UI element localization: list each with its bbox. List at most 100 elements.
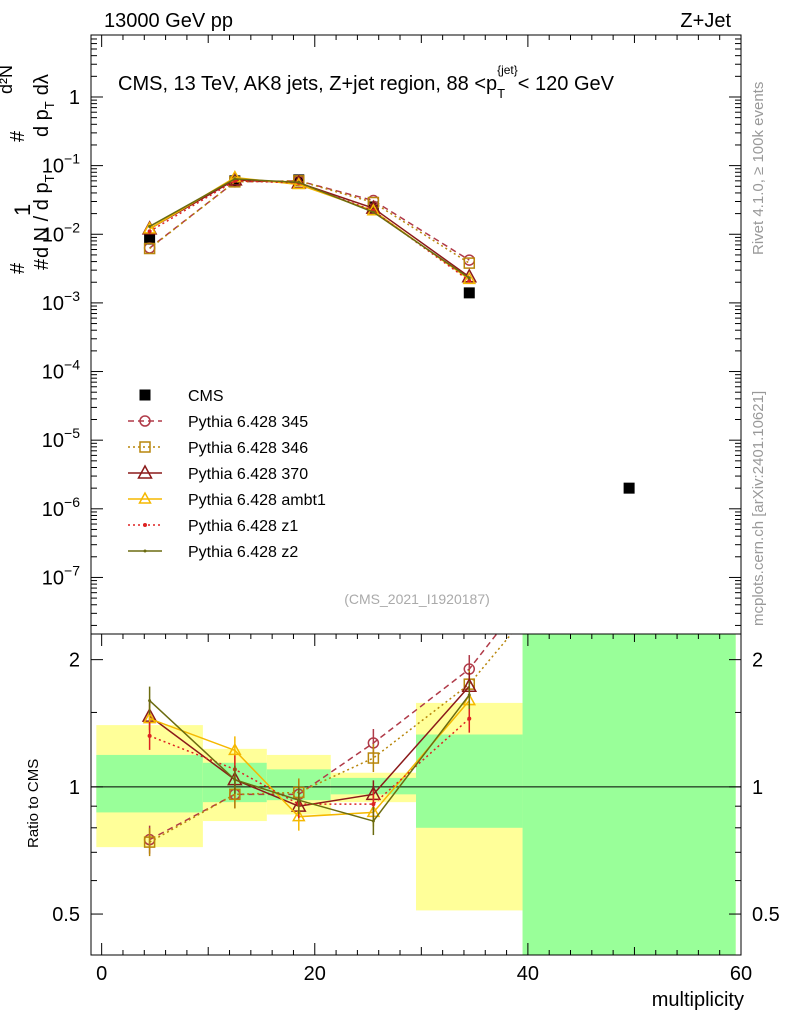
svg-text:1: 1: [10, 204, 35, 216]
ratio-panel: [91, 634, 741, 955]
main-y-axis-label: # 1 # d N / d pT # d²N d pTdλ: [0, 65, 57, 274]
main-y-tick-label: 10−2: [42, 219, 80, 246]
svg-text:#: #: [7, 130, 29, 142]
main-point-p346: [143, 242, 156, 255]
ratio-band-green: [96, 754, 203, 813]
main-point-ambt1: [462, 271, 477, 285]
x-tick-label: 0: [96, 963, 107, 985]
main-y-tick-label: 10−1: [42, 151, 80, 178]
legend-entry-z2: Pythia 6.428 z2: [128, 544, 298, 561]
main-series-layer: [141, 170, 635, 494]
legend-entry-ambt1: Pythia 6.428 ambt1: [128, 491, 326, 509]
legend-label: Pythia 6.428 z2: [188, 544, 298, 561]
main-y-tick-label: 10−7: [42, 562, 80, 589]
ratio-point-z1: [147, 733, 152, 738]
main-point-z2: [233, 177, 237, 181]
watermark: (CMS_2021_I1920187): [344, 591, 490, 607]
legend-marker-p370: [137, 464, 153, 479]
legend-label: Pythia 6.428 345: [188, 414, 308, 431]
ratio-series-z2: [148, 680, 471, 836]
main-point-data: [463, 287, 475, 299]
ratio-y-tick-label: 1: [69, 777, 80, 799]
main-point-z2: [467, 276, 471, 280]
ratio-point-z2: [467, 693, 471, 697]
chart-title: CMS, 13 TeV, AK8 jets, Z+jet region, 88 …: [118, 63, 615, 101]
main-y-tick-label: 10−6: [42, 494, 80, 521]
main-axes: 10−7 10−6 10−5 10−4 10−3 10−2 10−1 1: [42, 34, 742, 635]
legend-entry-p346: Pythia 6.428 346: [128, 440, 308, 457]
main-line-z1: [149, 180, 470, 282]
svg-text:#: #: [7, 262, 29, 274]
ratio-point-p346: [143, 836, 156, 848]
svg-text:#: #: [31, 258, 53, 270]
ratio-y-tick-label-right: 2: [752, 650, 763, 672]
main-y-tick-label: 10−4: [42, 357, 80, 384]
legend-entry-z1: Pythia 6.428 z1: [128, 518, 298, 535]
ratio-point-z2: [148, 699, 152, 703]
x-tick-label: 20: [304, 963, 326, 985]
main-point-z1: [147, 229, 152, 234]
ratio-series-layer: [141, 634, 513, 857]
ratio-point-z2: [371, 819, 375, 823]
main-point-data: [623, 482, 635, 494]
main-panel: [91, 35, 741, 634]
ratio-frame: [90, 633, 742, 956]
ratio-point-z1: [371, 802, 376, 807]
ratio-point-p346: [367, 752, 380, 764]
ratio-y-axis-label: Ratio to CMS: [25, 759, 42, 848]
ratio-band-green: [416, 734, 523, 828]
legend-marker-ambt1: [138, 491, 152, 504]
legend-marker-p346: [139, 441, 151, 453]
ratio-point-z2: [233, 778, 237, 782]
ratio-y-tick-label: 0.5: [52, 904, 80, 926]
main-point-z2: [297, 180, 301, 184]
legend-label: Pythia 6.428 346: [188, 440, 308, 457]
x-axis-label: multiplicity: [652, 989, 744, 1011]
main-point-z1: [467, 278, 472, 283]
legend: CMS Pythia 6.428 345 Pythia 6.428 346 Pythi…: [128, 388, 326, 561]
legend-marker-z2: [143, 549, 147, 553]
main-y-tick-label: 10−5: [42, 425, 80, 452]
main-point-z2: [148, 224, 152, 228]
main-point-z2: [371, 210, 375, 214]
ratio-band-green: [522, 634, 736, 955]
x-tick-label: 60: [730, 963, 752, 985]
main-y-tick-label: 10−3: [42, 288, 80, 315]
main-y-tick-label: 1: [69, 87, 80, 109]
ratio-point-ambt1: [292, 809, 306, 822]
svg-text:d²N: d²N: [0, 65, 16, 94]
svg-text:d N / d pT: d N / d pT: [31, 174, 57, 258]
legend-label: Pythia 6.428 z1: [188, 518, 298, 535]
mcplots-label: mcplots.cern.ch [arXiv:2401.10621]: [750, 391, 767, 626]
main-series-z2: [148, 177, 471, 280]
ratio-y-tick-label-right: 1: [752, 777, 763, 799]
rivet-label: Rivet 4.1.0, ≥ 100k events: [750, 82, 767, 255]
legend-label: CMS: [188, 388, 224, 405]
main-point-data: [144, 233, 156, 245]
header-left: 13000 GeV pp: [104, 10, 233, 32]
ratio-point-z1: [467, 716, 472, 721]
header-right: Z+Jet: [680, 10, 731, 32]
main-plot-area: [91, 35, 741, 634]
ratio-line-p346: [149, 634, 513, 843]
svg-text:d pTdλ: d pTdλ: [31, 74, 57, 137]
ratio-line-z1: [149, 718, 470, 805]
legend-entry-p370: Pythia 6.428 370: [128, 464, 308, 483]
main-line-p345: [149, 180, 470, 261]
ratio-point-z2: [297, 798, 301, 802]
legend-marker-z1: [143, 523, 147, 527]
legend-label: Pythia 6.428 ambt1: [188, 492, 326, 509]
main-point-p346: [463, 257, 476, 269]
ratio-y-tick-label: 2: [69, 650, 80, 672]
legend-entry-p345: Pythia 6.428 345: [128, 414, 308, 431]
legend-entry-data: CMS: [139, 388, 224, 405]
x-tick-label: 40: [517, 963, 539, 985]
legend-marker-data: [139, 389, 151, 401]
ratio-axes: 0.5 0.51 12 20 20 40 60: [52, 633, 780, 985]
ratio-point-ambt1: [228, 742, 242, 756]
legend-label: Pythia 6.428 370: [188, 466, 308, 483]
ratio-y-tick-label-right: 0.5: [752, 904, 780, 926]
legend-marker-p345: [139, 415, 151, 427]
main-point-ambt1: [366, 203, 381, 216]
